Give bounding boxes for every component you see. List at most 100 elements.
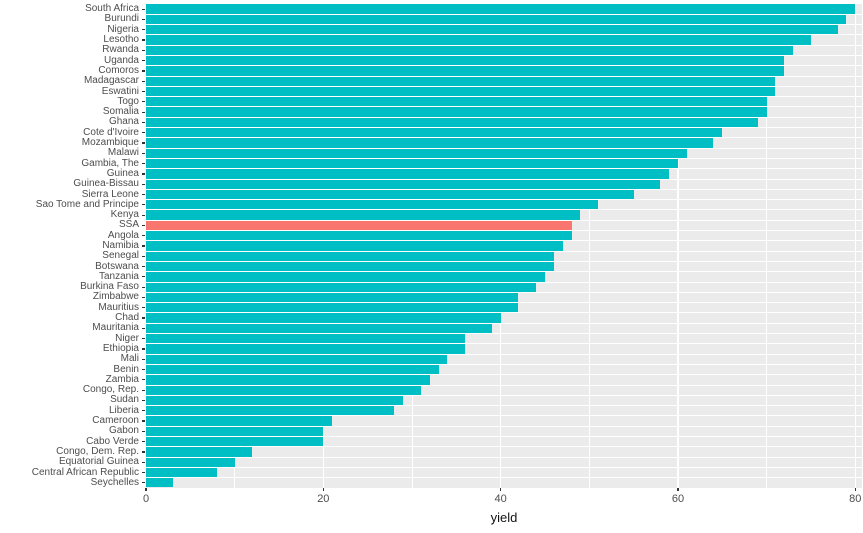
row-gridline: [146, 281, 862, 283]
y-axis-label: Congo, Rep.: [82, 384, 139, 396]
bar-mauritius: [146, 303, 519, 313]
row-gridline: [146, 44, 862, 46]
row-gridline: [146, 374, 862, 376]
y-tick-mark: [142, 121, 146, 123]
bar-south-africa: [146, 4, 856, 14]
y-tick-mark: [142, 49, 146, 51]
y-tick-mark: [142, 235, 146, 237]
y-axis-label: Mozambique: [81, 137, 139, 149]
y-axis-label: Togo: [117, 95, 139, 107]
x-tick-mark: [677, 488, 679, 492]
major-gridline-x80: [854, 4, 856, 488]
row-gridline: [146, 116, 862, 118]
y-tick-mark: [142, 255, 146, 257]
y-axis-label: Equatorial Guinea: [58, 456, 139, 468]
y-axis-label: Mauritius: [98, 301, 139, 313]
bar-rwanda: [146, 45, 794, 55]
bar-togo: [146, 97, 767, 107]
y-axis-label: Sao Tome and Principe: [35, 198, 139, 210]
y-tick-mark: [142, 224, 146, 226]
y-axis-label: Cameroon: [92, 415, 139, 427]
bar-mozambique: [146, 138, 714, 148]
bar-sudan: [146, 395, 404, 406]
row-gridline: [146, 312, 862, 314]
y-tick-mark: [142, 80, 146, 82]
row-gridline: [146, 106, 862, 108]
bar-tanzania: [146, 272, 545, 282]
y-tick-mark: [142, 471, 146, 474]
y-axis-label: Gabon: [108, 425, 139, 437]
y-axis-label: Somalia: [102, 106, 139, 118]
y-tick-mark: [142, 461, 146, 463]
row-gridline: [146, 24, 862, 26]
bar-congo-dem-rep: [146, 447, 253, 457]
y-axis-label: Namibia: [102, 240, 139, 251]
y-axis-label: Tanzania: [98, 270, 139, 282]
y-tick-mark: [142, 348, 146, 350]
y-tick-mark: [142, 173, 146, 175]
row-gridline: [146, 13, 862, 15]
y-tick-mark: [142, 296, 146, 299]
row-gridline: [146, 446, 862, 448]
y-tick-mark: [142, 193, 146, 196]
y-tick-mark: [142, 204, 146, 206]
row-gridline: [146, 415, 862, 417]
bar-guinea-bissau: [146, 179, 661, 189]
bar-gambia-the: [146, 158, 678, 169]
y-axis-label: Sudan: [110, 394, 139, 406]
bar-sierra-leone: [146, 189, 634, 200]
row-gridline: [146, 353, 862, 355]
y-axis-label: Benin: [113, 363, 139, 375]
bar-ghana: [146, 117, 758, 128]
y-tick-mark: [142, 245, 146, 247]
y-tick-mark: [142, 163, 146, 165]
y-axis-label: Zambia: [105, 373, 139, 385]
y-tick-mark: [142, 60, 146, 62]
y-axis-label: Guinea-Bissau: [73, 178, 139, 190]
y-tick-mark: [142, 29, 146, 31]
y-tick-mark: [142, 142, 146, 144]
y-axis-label: Gambia, The: [81, 157, 139, 169]
bar-guinea: [146, 169, 670, 179]
x-axis-title: yield: [490, 510, 518, 525]
bar-liberia: [146, 406, 395, 416]
y-tick-mark: [142, 368, 146, 371]
row-gridline: [146, 291, 862, 293]
y-tick-mark: [142, 420, 146, 422]
x-tick-label: 80: [849, 493, 862, 505]
row-gridline: [146, 394, 862, 396]
bar-burundi: [146, 14, 847, 25]
y-tick-mark: [142, 18, 146, 21]
y-axis-label: South Africa: [85, 3, 139, 15]
y-axis-label: Mali: [120, 353, 139, 365]
plot-panel: [146, 4, 862, 488]
row-gridline: [146, 157, 862, 159]
y-tick-mark: [142, 358, 146, 360]
y-tick-mark: [142, 327, 146, 329]
y-tick-mark: [142, 8, 146, 10]
bar-botswana: [146, 261, 554, 272]
y-tick-mark: [142, 265, 146, 268]
row-gridline: [146, 168, 862, 170]
y-tick-mark: [142, 214, 146, 216]
y-tick-mark: [142, 307, 146, 309]
y-axis-label: Sierra Leone: [81, 188, 139, 200]
y-tick-mark: [142, 276, 146, 278]
bar-senegal: [146, 251, 554, 261]
bar-nigeria: [146, 25, 838, 35]
bar-equatorial-guinea: [146, 457, 235, 467]
row-gridline: [146, 199, 862, 201]
y-axis-label: Liberia: [108, 404, 139, 416]
y-axis-label: Burundi: [104, 13, 139, 25]
y-axis-label: SSA: [118, 219, 139, 231]
y-axis-label: Niger: [115, 332, 139, 344]
row-gridline: [146, 85, 862, 87]
y-axis-label: Botswana: [95, 260, 139, 272]
bar-sao-tome-and-principe: [146, 200, 599, 210]
row-gridline: [146, 250, 862, 252]
row-gridline: [146, 147, 862, 149]
y-axis-label: Zimbabwe: [92, 291, 139, 303]
y-axis-label: Kenya: [110, 209, 139, 221]
bar-chad: [146, 313, 501, 323]
